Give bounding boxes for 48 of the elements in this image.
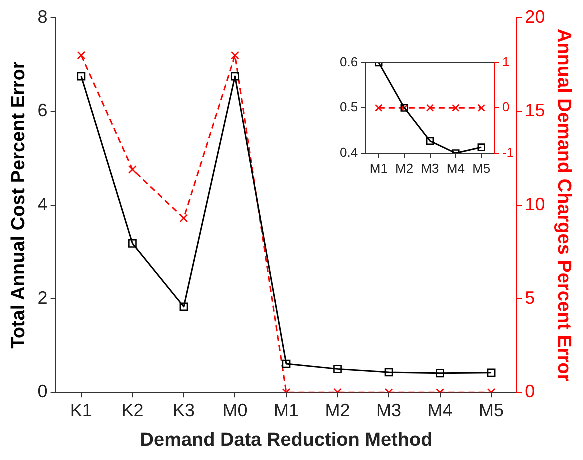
- y-tick-label: 6: [38, 100, 48, 121]
- point: [77, 51, 86, 60]
- x-tick-label: K3: [172, 400, 195, 420]
- x-tick-label: M1: [274, 400, 299, 420]
- point: [426, 137, 434, 145]
- y-tick-label: 0.5: [340, 100, 358, 115]
- x-tick-label: M5: [472, 160, 491, 176]
- y2-tick-label: -1: [502, 144, 514, 160]
- y2-tick-label: 0: [502, 100, 510, 115]
- y-tick-label: 8: [38, 6, 48, 27]
- y-tick-label: 2: [38, 288, 48, 308]
- y-tick-label: 0: [38, 382, 48, 402]
- point: [128, 240, 137, 248]
- point: [334, 365, 342, 374]
- point: [231, 72, 240, 81]
- y2-tick-label: 10: [525, 194, 546, 214]
- point: [180, 214, 188, 223]
- y-tick-label: 4: [38, 194, 48, 214]
- x-tick-label: M4: [446, 160, 465, 176]
- y2-tick-label: 1: [502, 54, 510, 70]
- y-tick-label: 0.4: [340, 144, 358, 160]
- y2-axis-title: Annual Demand Charges Percent Error: [553, 28, 574, 382]
- point: [77, 72, 86, 81]
- y2-tick-label: 0: [525, 382, 536, 402]
- point: [180, 302, 188, 312]
- point: [478, 144, 486, 152]
- x-axis-title: Demand Data Reduction Method: [140, 430, 433, 451]
- x-tick-label: M3: [421, 160, 440, 176]
- x-tick-label: K2: [122, 400, 144, 420]
- x-tick-label: M5: [479, 400, 504, 420]
- x-tick-label: M2: [325, 400, 350, 420]
- point: [231, 51, 240, 60]
- point: [384, 368, 394, 377]
- x-tick-label: M3: [376, 400, 402, 420]
- x-tick-label: M0: [222, 400, 248, 420]
- y-axis-title: Total Annual Cost Percent Error: [8, 61, 30, 349]
- point: [282, 360, 291, 368]
- x-tick-label: M1: [370, 160, 388, 176]
- y2-tick-label: 5: [525, 288, 536, 308]
- x-tick-label: M4: [428, 400, 453, 420]
- y-tick-label: 0.6: [340, 54, 358, 70]
- x-tick-label: M2: [396, 160, 414, 176]
- y2-tick-label: 20: [525, 6, 546, 27]
- y2-tick-label: 15: [525, 100, 546, 121]
- point: [487, 368, 496, 378]
- x-tick-label: K1: [70, 400, 92, 420]
- point: [436, 369, 444, 378]
- point: [128, 166, 137, 174]
